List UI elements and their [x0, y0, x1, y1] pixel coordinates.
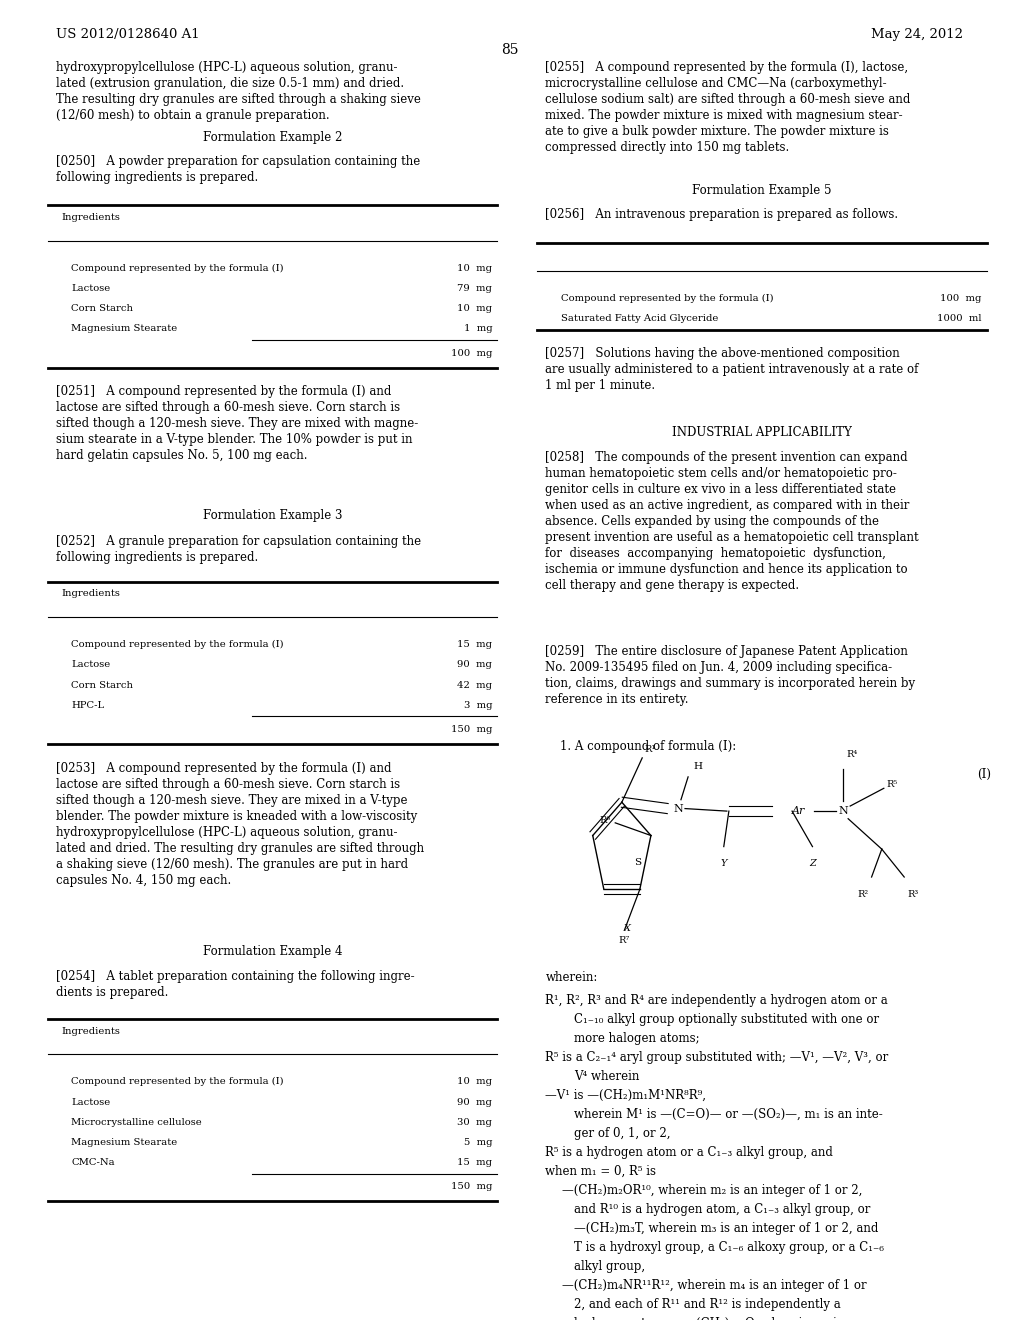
Text: N: N — [673, 804, 683, 813]
Text: Compound represented by the formula (I): Compound represented by the formula (I) — [72, 264, 284, 273]
Text: US 2012/0128640 A1: US 2012/0128640 A1 — [56, 28, 200, 41]
Text: 100  mg: 100 mg — [940, 294, 982, 304]
Text: R⁵: R⁵ — [887, 780, 898, 789]
Text: [0254]   A tablet preparation containing the following ingre-
dients is prepared: [0254] A tablet preparation containing t… — [56, 969, 415, 998]
Text: and R¹⁰ is a hydrogen atom, a C₁₋₃ alkyl group, or: and R¹⁰ is a hydrogen atom, a C₁₋₃ alkyl… — [573, 1203, 870, 1216]
Text: C₁₋₁₀ alkyl group optionally substituted with one or: C₁₋₁₀ alkyl group optionally substituted… — [573, 1012, 879, 1026]
Text: [0253]   A compound represented by the formula (I) and
lactose are sifted throug: [0253] A compound represented by the for… — [56, 762, 424, 887]
Text: V⁴ wherein: V⁴ wherein — [573, 1069, 639, 1082]
Text: S: S — [634, 858, 641, 867]
Text: R⁵ is a hydrogen atom or a C₁₋₃ alkyl group, and: R⁵ is a hydrogen atom or a C₁₋₃ alkyl gr… — [546, 1146, 834, 1159]
Text: Compound represented by the formula (I): Compound represented by the formula (I) — [561, 294, 773, 304]
Text: 150  mg: 150 mg — [451, 725, 493, 734]
Text: ger of 0, 1, or 2,: ger of 0, 1, or 2, — [573, 1127, 671, 1139]
Text: 90  mg: 90 mg — [458, 1097, 493, 1106]
Text: 15  mg: 15 mg — [458, 640, 493, 649]
Text: May 24, 2012: May 24, 2012 — [871, 28, 964, 41]
Text: Ingredients: Ingredients — [61, 1027, 120, 1036]
Text: R⁷: R⁷ — [618, 936, 630, 945]
Text: Ingredients: Ingredients — [61, 213, 120, 222]
Text: INDUSTRIAL APPLICABILITY: INDUSTRIAL APPLICABILITY — [672, 426, 852, 438]
Text: Lactose: Lactose — [72, 1097, 111, 1106]
Text: 90  mg: 90 mg — [458, 660, 493, 669]
Text: 150  mg: 150 mg — [451, 1183, 493, 1192]
Text: 2, and each of R¹¹ and R¹² is independently a: 2, and each of R¹¹ and R¹² is independen… — [573, 1298, 841, 1311]
Text: Magnesium Stearate: Magnesium Stearate — [72, 1138, 177, 1147]
Text: T is a hydroxyl group, a C₁₋₆ alkoxy group, or a C₁₋₆: T is a hydroxyl group, a C₁₋₆ alkoxy gro… — [573, 1241, 884, 1254]
Text: hydrogen atom or —(CH₂)m₅Q, wherein m₅ is an: hydrogen atom or —(CH₂)m₅Q, wherein m₅ i… — [573, 1317, 861, 1320]
Text: Magnesium Stearate: Magnesium Stearate — [72, 325, 177, 334]
Text: CMC-Na: CMC-Na — [72, 1159, 115, 1167]
Text: [0255]   A compound represented by the formula (I), lactose,
microcrystalline ce: [0255] A compound represented by the for… — [546, 61, 910, 154]
Text: 79  mg: 79 mg — [458, 284, 493, 293]
Text: —(CH₂)m₃T, wherein m₃ is an integer of 1 or 2, and: —(CH₂)m₃T, wherein m₃ is an integer of 1… — [573, 1222, 879, 1234]
Text: more halogen atoms;: more halogen atoms; — [573, 1032, 699, 1044]
Text: when m₁ = 0, R⁵ is: when m₁ = 0, R⁵ is — [546, 1164, 656, 1177]
Text: R¹, R², R³ and R⁴ are independently a hydrogen atom or a: R¹, R², R³ and R⁴ are independently a hy… — [546, 994, 888, 1007]
Text: R⁵ is a C₂₋₁⁴ aryl group substituted with; —V¹, —V², V³, or: R⁵ is a C₂₋₁⁴ aryl group substituted wit… — [546, 1051, 889, 1064]
Text: [0251]   A compound represented by the formula (I) and
lactose are sifted throug: [0251] A compound represented by the for… — [56, 385, 419, 462]
Text: R²: R² — [857, 890, 868, 899]
Text: wherein M¹ is —(C=O)— or —(SO₂)—, m₁ is an inte-: wherein M¹ is —(C=O)— or —(SO₂)—, m₁ is … — [573, 1107, 883, 1121]
Text: [0259]   The entire disclosure of Japanese Patent Application
No. 2009-135495 fi: [0259] The entire disclosure of Japanese… — [546, 645, 915, 706]
Text: —(CH₂)m₄NR¹¹R¹², wherein m₄ is an integer of 1 or: —(CH₂)m₄NR¹¹R¹², wherein m₄ is an intege… — [562, 1279, 866, 1292]
Text: 10  mg: 10 mg — [458, 304, 493, 313]
Text: [0252]   A granule preparation for capsulation containing the
following ingredie: [0252] A granule preparation for capsula… — [56, 535, 421, 564]
Text: [0258]   The compounds of the present invention can expand
human hematopoietic s: [0258] The compounds of the present inve… — [546, 451, 919, 593]
Text: wherein:: wherein: — [546, 970, 598, 983]
Text: Microcrystalline cellulose: Microcrystalline cellulose — [72, 1118, 202, 1127]
Text: HPC-L: HPC-L — [72, 701, 104, 710]
Text: 85: 85 — [501, 44, 518, 57]
Text: [0256]   An intravenous preparation is prepared as follows.: [0256] An intravenous preparation is pre… — [546, 207, 898, 220]
Text: Lactose: Lactose — [72, 660, 111, 669]
Text: 1  mg: 1 mg — [464, 325, 493, 334]
Text: R⁴: R⁴ — [846, 750, 857, 759]
Text: Saturated Fatty Acid Glyceride: Saturated Fatty Acid Glyceride — [561, 314, 718, 323]
Text: (I): (I) — [977, 768, 991, 781]
Text: 42  mg: 42 mg — [458, 681, 493, 689]
Text: 1. A compound of formula (I):: 1. A compound of formula (I): — [546, 741, 736, 754]
Text: [0257]   Solutions having the above-mentioned composition
are usually administer: [0257] Solutions having the above-mentio… — [546, 347, 919, 392]
Text: hydroxypropylcellulose (HPC-L) aqueous solution, granu-
lated (extrusion granula: hydroxypropylcellulose (HPC-L) aqueous s… — [56, 61, 421, 121]
Text: N: N — [839, 807, 848, 816]
Text: Ingredients: Ingredients — [61, 589, 120, 598]
Text: alkyl group,: alkyl group, — [573, 1259, 645, 1272]
Text: 10  mg: 10 mg — [458, 1077, 493, 1086]
Text: —V¹ is —(CH₂)m₁M¹NR⁸R⁹,: —V¹ is —(CH₂)m₁M¹NR⁸R⁹, — [546, 1089, 707, 1102]
Text: Formulation Example 4: Formulation Example 4 — [203, 945, 342, 958]
Text: R¹: R¹ — [644, 744, 655, 754]
Text: 15  mg: 15 mg — [458, 1159, 493, 1167]
Text: X: X — [624, 924, 631, 933]
Text: Formulation Example 5: Formulation Example 5 — [692, 183, 831, 197]
Text: 3  mg: 3 mg — [464, 701, 493, 710]
Text: Corn Starch: Corn Starch — [72, 304, 133, 313]
Text: 100  mg: 100 mg — [451, 348, 493, 358]
Text: Lactose: Lactose — [72, 284, 111, 293]
Text: Compound represented by the formula (I): Compound represented by the formula (I) — [72, 1077, 284, 1086]
Text: H: H — [693, 762, 702, 771]
Text: Corn Starch: Corn Starch — [72, 681, 133, 689]
Text: Formulation Example 3: Formulation Example 3 — [203, 510, 342, 523]
Text: 5  mg: 5 mg — [464, 1138, 493, 1147]
Text: Ar: Ar — [793, 807, 806, 816]
Text: Compound represented by the formula (I): Compound represented by the formula (I) — [72, 640, 284, 649]
Text: Y: Y — [721, 859, 727, 869]
Text: [0250]   A powder preparation for capsulation containing the
following ingredien: [0250] A powder preparation for capsulat… — [56, 154, 420, 183]
Text: 30  mg: 30 mg — [458, 1118, 493, 1127]
Text: —(CH₂)m₂OR¹⁰, wherein m₂ is an integer of 1 or 2,: —(CH₂)m₂OR¹⁰, wherein m₂ is an integer o… — [562, 1184, 862, 1197]
Text: 10  mg: 10 mg — [458, 264, 493, 273]
Text: Z: Z — [809, 859, 816, 869]
Text: Formulation Example 2: Formulation Example 2 — [203, 131, 342, 144]
Text: 1000  ml: 1000 ml — [937, 314, 982, 323]
Text: R⁶: R⁶ — [600, 816, 611, 825]
Text: R³: R³ — [907, 890, 919, 899]
